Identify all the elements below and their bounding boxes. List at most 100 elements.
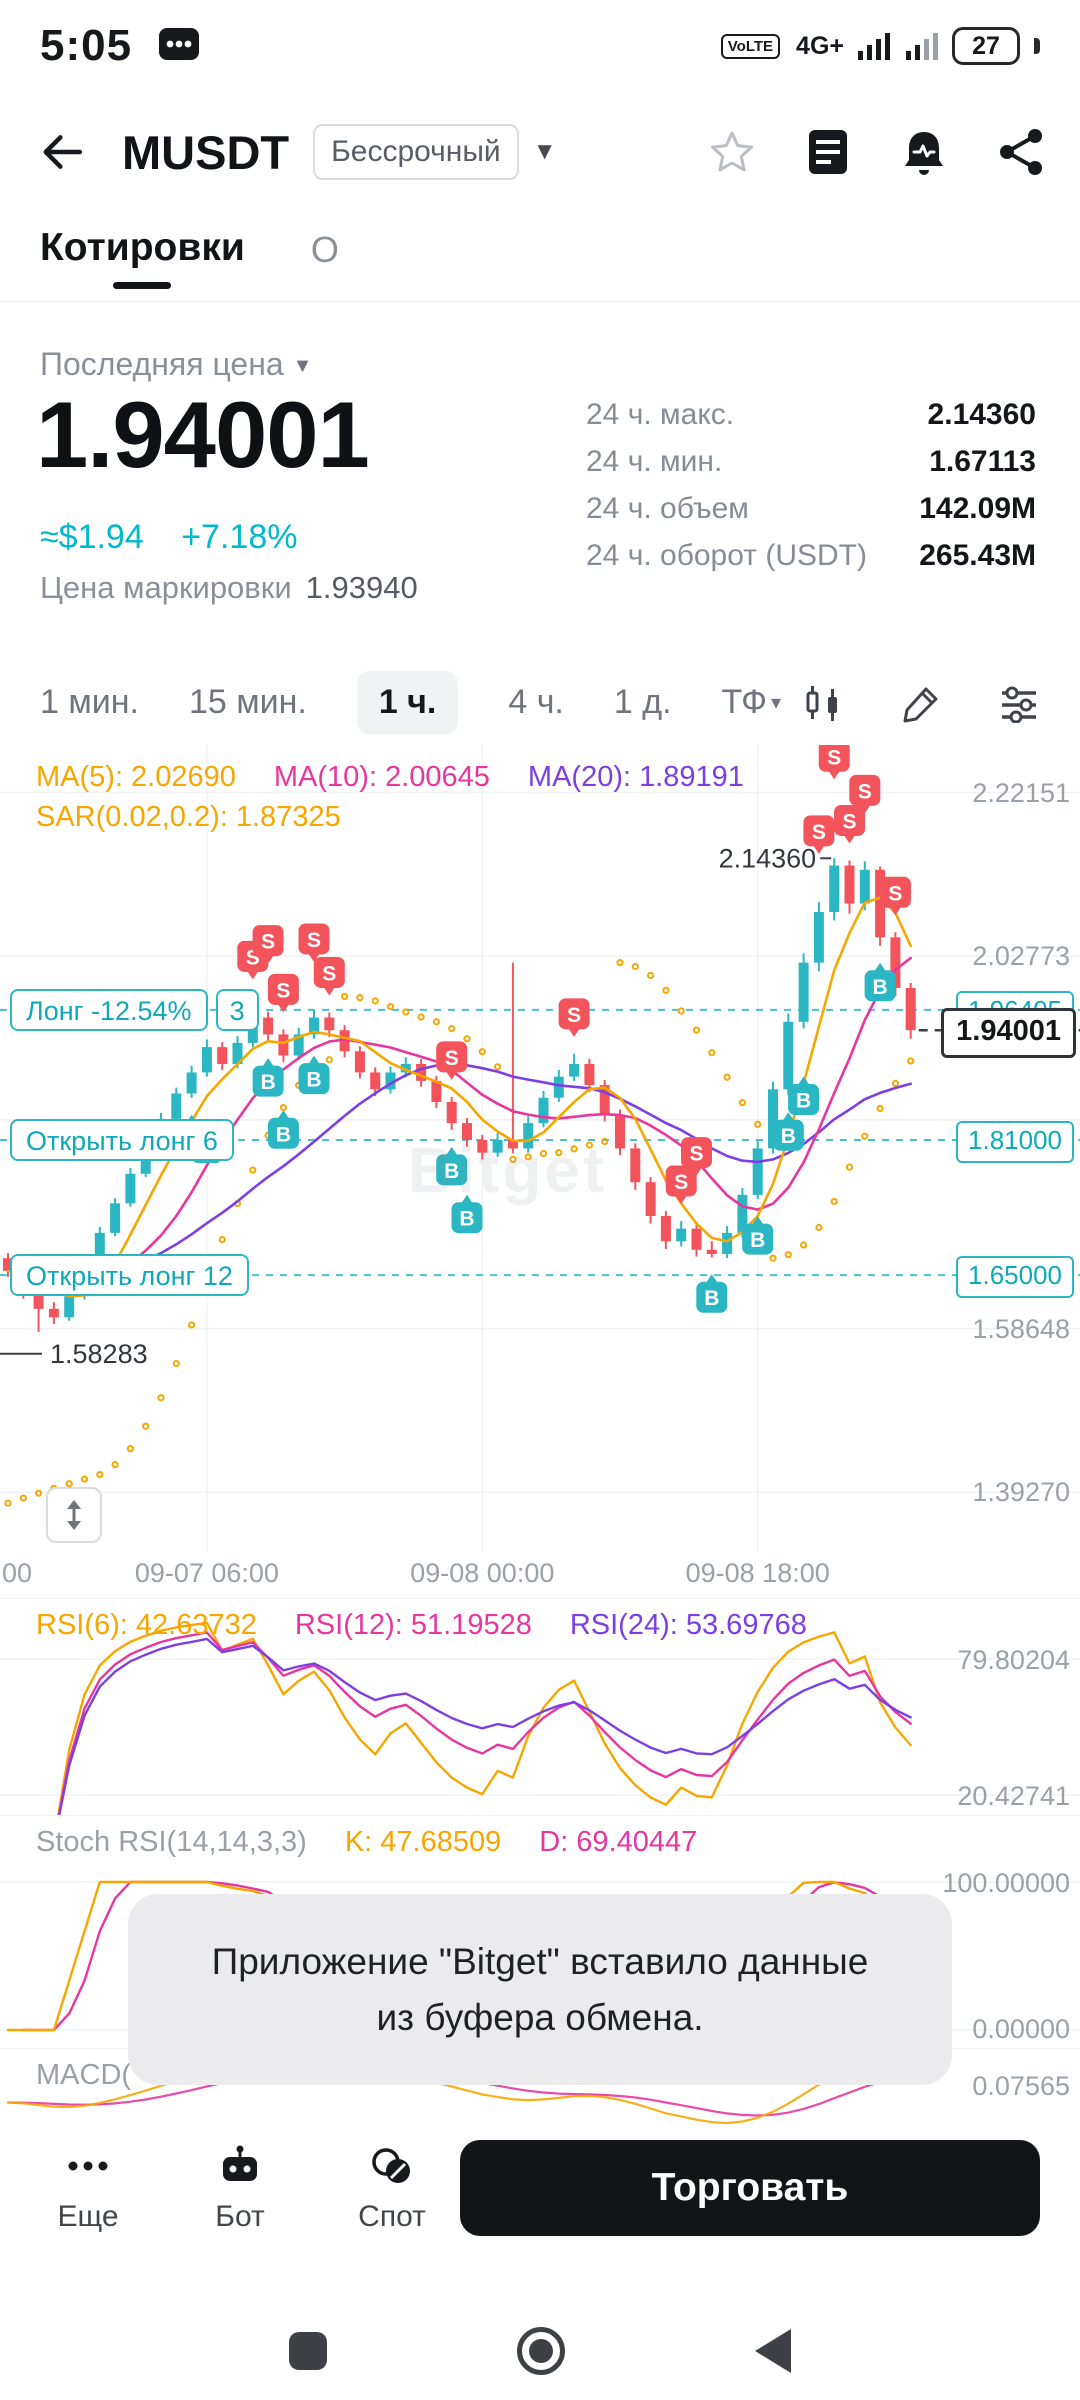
- svg-text:S: S: [307, 929, 321, 952]
- rsi-header-item: RSI(12): 51.19528: [294, 1609, 532, 1641]
- timeframe-item[interactable]: 1 мин.: [40, 683, 139, 721]
- macd-title: MACD(: [36, 2059, 132, 2091]
- ma-legend-item: MA(5): 2.02690: [36, 761, 236, 793]
- symbol-title: MUSDT: [122, 125, 290, 179]
- last-price-value: 1.94001: [36, 382, 370, 487]
- sell-marker: [252, 925, 284, 957]
- buy-marker: [696, 1281, 728, 1313]
- x-axis-label: 09-08 18:00: [685, 1558, 830, 1588]
- last-price-box: 1.94001: [941, 1008, 1076, 1059]
- bitget-watermark: Bitget: [408, 1134, 608, 1206]
- svg-text:S: S: [689, 1143, 703, 1166]
- stoch-bottom-label: 0.00000: [972, 2014, 1070, 2044]
- contract-type-badge[interactable]: Бессрочный: [313, 124, 519, 180]
- ma-legend: MA(5): 2.02690 MA(10): 2.00645 MA(20): 1.8…: [36, 761, 744, 794]
- favorite-star-icon[interactable]: [708, 128, 756, 176]
- indicator-settings-icon[interactable]: [998, 683, 1040, 723]
- status-bar: 5:05 VoLTE 4G+ 27: [0, 0, 1080, 92]
- order-count-badge[interactable]: 3: [215, 988, 259, 1031]
- sell-marker: [849, 774, 881, 806]
- y-axis-label: 1.39270: [972, 1477, 1070, 1508]
- svg-text:B: B: [873, 976, 888, 999]
- spot-icon: [369, 2144, 415, 2188]
- trade-button[interactable]: Торговать: [460, 2140, 1040, 2236]
- timeframe-more[interactable]: ТФ ▾: [721, 683, 782, 721]
- chart-drag-handle[interactable]: [46, 1487, 102, 1543]
- share-icon[interactable]: [998, 128, 1044, 176]
- bottom-item-Еще[interactable]: Еще: [42, 2144, 134, 2234]
- svg-text:S: S: [842, 810, 856, 833]
- messages-icon: [159, 28, 200, 60]
- timeframe-item[interactable]: 15 мин.: [188, 683, 307, 721]
- sell-marker: [558, 998, 590, 1030]
- contract-dropdown-caret[interactable]: ▼: [532, 138, 557, 165]
- rsi-lines: [0, 1621, 1080, 1815]
- tab-overview[interactable]: О: [310, 229, 339, 270]
- buy-marker: [298, 1063, 330, 1095]
- sell-marker: [681, 1137, 712, 1169]
- main-chart[interactable]: MA(5): 2.02690 MA(10): 2.00645 MA(20): 1.8…: [0, 745, 1080, 1552]
- bot-icon: [217, 2144, 263, 2188]
- recents-icon[interactable]: [289, 2332, 327, 2370]
- rsi-panel[interactable]: RSI(6): 42.63732 RSI(12): 51.19528 RSI(24)…: [0, 1598, 1080, 1815]
- sell-marker: [313, 956, 345, 988]
- mark-price-row: Цена маркировки 1.93940: [40, 570, 418, 605]
- macd-right-label: 0.07565: [972, 2071, 1070, 2101]
- battery-tip: [1034, 38, 1040, 54]
- svg-text:B: B: [444, 1160, 459, 1183]
- svg-text:B: B: [306, 1069, 321, 1092]
- toast-line2: из буфера обмена.: [376, 1996, 704, 2038]
- order-level-label[interactable]: Открыть лонг 6: [10, 1118, 234, 1161]
- sell-marker: [665, 1165, 697, 1197]
- bottom-action-bar: Еще Бот Спот Торговать: [0, 2130, 1080, 2302]
- order-level-label[interactable]: Открыть лонг 12: [10, 1254, 249, 1297]
- svg-text:1.58283: 1.58283: [50, 1339, 148, 1369]
- svg-text:S: S: [276, 979, 290, 1002]
- order-level-price-box[interactable]: 1.81000: [956, 1120, 1074, 1163]
- header-icons: [708, 128, 1044, 176]
- rsi-bottom-label: 20.42741: [957, 1781, 1070, 1811]
- sell-marker: [879, 876, 911, 908]
- signal-bars-icon: [858, 33, 890, 60]
- bottom-item-Спот[interactable]: Спот: [346, 2144, 438, 2234]
- y-axis-label: 2.02773: [972, 941, 1070, 972]
- sell-marker: [834, 804, 865, 836]
- x-axis-label: 09-08 00:00: [410, 1558, 555, 1588]
- stoch-k-value: K: 47.68509: [344, 1826, 502, 1858]
- order-level-label[interactable]: Лонг -12.54% 3: [10, 988, 259, 1031]
- status-time: 5:05: [40, 21, 133, 70]
- android-back-icon[interactable]: [755, 2329, 791, 2373]
- stoch-header: Stoch RSI(14,14,3,3) K: 47.68509 D: 69.4…: [36, 1826, 697, 1859]
- x-axis-label: 00: [2, 1558, 33, 1588]
- stat-row: 24 ч. макс. 2.14360: [586, 398, 1036, 431]
- last-price-label[interactable]: Последняя цена ▼: [40, 346, 313, 382]
- order-level-price-box[interactable]: 1.65000: [956, 1256, 1074, 1299]
- tab-quotes[interactable]: Котировки: [40, 226, 245, 289]
- price-alert-icon[interactable]: [900, 128, 948, 176]
- sell-marker: [803, 815, 835, 847]
- timeframe-item[interactable]: 1 д.: [613, 683, 672, 721]
- back-icon[interactable]: [36, 126, 88, 178]
- bottom-items: Еще Бот Спот: [42, 2144, 438, 2234]
- buy-marker: [267, 1117, 299, 1149]
- buy-marker: [451, 1202, 483, 1234]
- draw-tool-icon[interactable]: [900, 683, 942, 723]
- sar-legend-item: SAR(0.02,0.2): 1.87325: [36, 801, 341, 833]
- svg-text:2.14360: 2.14360: [719, 843, 817, 873]
- chart-type-icon[interactable]: [802, 683, 844, 723]
- sell-marker: [818, 745, 850, 772]
- timeframe-item[interactable]: 1 ч.: [356, 671, 459, 734]
- orderbook-icon[interactable]: [806, 128, 850, 176]
- rsi-header-item: RSI(6): 42.63732: [36, 1609, 257, 1641]
- timeframe-item[interactable]: 4 ч.: [508, 683, 564, 721]
- svg-text:B: B: [796, 1090, 811, 1113]
- buy-marker: [436, 1154, 468, 1186]
- bottom-item-Бот[interactable]: Бот: [194, 2144, 286, 2234]
- svg-text:B: B: [704, 1287, 719, 1310]
- header: MUSDT Бессрочный ▼: [0, 92, 1080, 212]
- sar-dots: [4, 959, 915, 1507]
- stat-row: 24 ч. мин. 1.67113: [586, 445, 1036, 478]
- timeframe-bar: 1 мин. 15 мин. 1 ч. 4 ч. 1 д. ТФ ▾: [0, 660, 1080, 745]
- mark-price-value: 1.93940: [305, 570, 418, 605]
- home-icon[interactable]: [517, 2327, 565, 2375]
